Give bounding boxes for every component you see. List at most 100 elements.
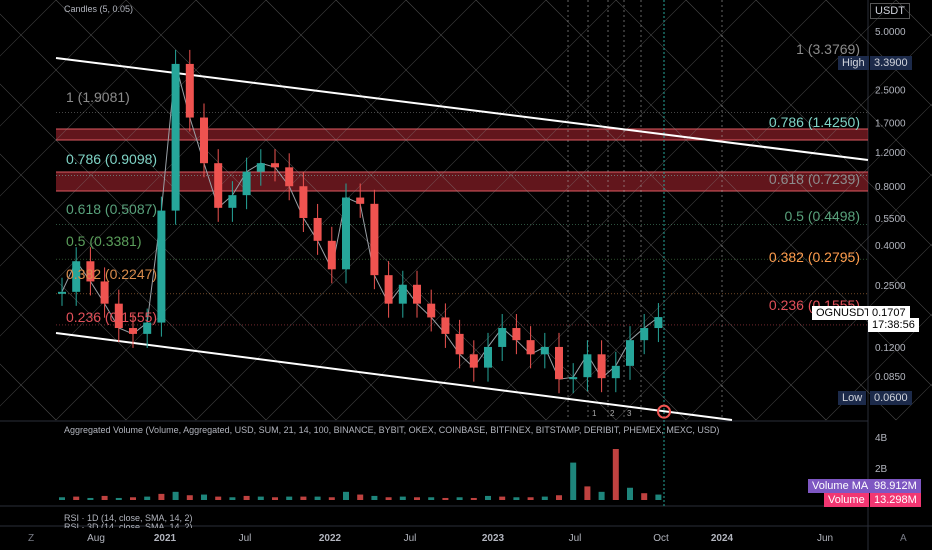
time-tick-label: Aug bbox=[87, 533, 105, 544]
volume-bar bbox=[570, 462, 577, 500]
candle-body bbox=[299, 186, 308, 218]
candle-body bbox=[384, 275, 393, 304]
resistance-zone-upper bbox=[56, 129, 868, 140]
candle-body bbox=[342, 197, 350, 270]
fib-right-label: 0.786 (1.4250) bbox=[769, 114, 860, 130]
volume-bar bbox=[627, 487, 633, 500]
grid-diagonal-down bbox=[685, 0, 932, 247]
fib-right-label: 0.618 (0.7239) bbox=[769, 171, 860, 187]
volume-bar bbox=[428, 497, 435, 500]
fib-left-label: 0.382 (0.2247) bbox=[66, 266, 157, 282]
low-label: Low bbox=[838, 391, 867, 405]
candle-body bbox=[214, 163, 223, 208]
cycle-mark: 3 bbox=[627, 409, 632, 418]
candle-body bbox=[569, 377, 578, 380]
grid-diagonal-down bbox=[0, 223, 197, 421]
candle-body bbox=[157, 210, 166, 323]
candle-body bbox=[185, 63, 194, 118]
zoom-button[interactable]: Z bbox=[28, 533, 35, 544]
volume-bars bbox=[59, 449, 662, 500]
cycle-mark: 1 bbox=[592, 409, 597, 418]
time-tick-label: 2021 bbox=[154, 533, 177, 544]
grid-diagonal-down bbox=[545, 0, 932, 387]
grid-diagonal-down bbox=[125, 0, 547, 421]
grid-diagonal-down bbox=[825, 0, 932, 107]
volume-bar bbox=[286, 496, 293, 500]
fib-right-label: 0.382 (0.2795) bbox=[769, 249, 860, 265]
volume-bar bbox=[158, 493, 165, 500]
volume-bar bbox=[612, 449, 619, 500]
volume-ma-value: 98.912M bbox=[870, 479, 921, 493]
time-tick-label: Jul bbox=[404, 533, 417, 544]
volume-bar bbox=[584, 486, 591, 500]
candle-body bbox=[228, 195, 237, 208]
grid-diagonal-down bbox=[475, 0, 897, 421]
grid-diagonal-up bbox=[755, 243, 932, 421]
rsi-3d-title[interactable]: RSI · 3D (14, close, SMA, 14, 2) bbox=[64, 522, 193, 528]
channel-bottom-line bbox=[55, 332, 733, 421]
volume-label: Volume bbox=[824, 493, 869, 507]
grid-diagonal-down bbox=[335, 0, 757, 421]
candle-body bbox=[398, 284, 407, 304]
candle-body bbox=[72, 261, 81, 292]
fib-left-label: 0.786 (0.9098) bbox=[66, 151, 157, 167]
rsi-1d-title[interactable]: RSI · 1D (14, close, SMA, 14, 2) bbox=[64, 513, 193, 523]
event-marker bbox=[657, 404, 671, 419]
volume-tick-label: 4B bbox=[875, 433, 888, 444]
volume-bar bbox=[257, 496, 264, 500]
volume-bar bbox=[115, 497, 122, 500]
currency-label[interactable]: USDT bbox=[870, 3, 910, 19]
grid-diagonal-down bbox=[0, 293, 127, 421]
volume-bar bbox=[172, 491, 179, 500]
fib-left-label: 1 (1.9081) bbox=[66, 89, 130, 105]
volume-bar bbox=[414, 497, 420, 500]
volume-bar bbox=[655, 494, 662, 500]
volume-bar bbox=[357, 494, 364, 500]
auto-scale-button[interactable]: A bbox=[900, 533, 907, 544]
candle-body bbox=[583, 354, 592, 378]
volume-bar bbox=[144, 496, 151, 500]
candle-body bbox=[129, 328, 137, 334]
fib-grid-lines bbox=[0, 0, 932, 506]
grid-diagonal-down bbox=[755, 0, 932, 177]
volume-bar bbox=[215, 496, 222, 500]
volume-bar bbox=[641, 493, 648, 500]
time-tick-label: Oct bbox=[653, 533, 669, 544]
candle-body bbox=[370, 203, 379, 276]
fib-right-label: 1 (3.3769) bbox=[796, 41, 860, 57]
volume-bar bbox=[371, 495, 378, 500]
candle-body bbox=[327, 240, 336, 270]
volume-bar bbox=[456, 497, 463, 500]
countdown: 17:38:56 bbox=[868, 318, 919, 332]
volume-tick-label: 2B bbox=[875, 464, 888, 475]
volume-bar bbox=[513, 497, 520, 500]
volume-bar bbox=[201, 494, 207, 500]
candle-body bbox=[484, 346, 492, 368]
candle-body bbox=[540, 346, 549, 355]
volume-bar bbox=[328, 497, 335, 500]
candle-body bbox=[469, 354, 478, 368]
grid-diagonal-down bbox=[265, 0, 687, 421]
candle-body bbox=[654, 317, 663, 329]
candle-body bbox=[356, 197, 365, 204]
price-tick-label: 1.7000 bbox=[875, 118, 906, 129]
candle-body bbox=[441, 317, 450, 334]
grid-diagonal-down bbox=[405, 0, 827, 421]
time-tick-label: 2024 bbox=[711, 533, 734, 544]
price-tick-label: 5.0000 bbox=[875, 27, 906, 38]
volume-bar bbox=[343, 491, 349, 500]
volume-indicator-title[interactable]: Aggregated Volume (Volume, Aggregated, U… bbox=[64, 425, 720, 435]
candle-body bbox=[313, 217, 322, 241]
candle-body bbox=[512, 328, 521, 341]
indicator-title[interactable]: Candles (5, 0.05) bbox=[64, 4, 134, 14]
volume-bar bbox=[87, 497, 94, 500]
volume-bar bbox=[101, 495, 108, 500]
candle-body bbox=[100, 281, 109, 304]
price-tick-label: 0.0850 bbox=[875, 372, 906, 383]
grid-diagonal-down bbox=[0, 83, 337, 421]
high-value: 3.3900 bbox=[870, 56, 912, 70]
candle-body bbox=[58, 291, 66, 294]
cycle-mark: 2 bbox=[610, 409, 615, 418]
candle-body bbox=[114, 303, 123, 329]
